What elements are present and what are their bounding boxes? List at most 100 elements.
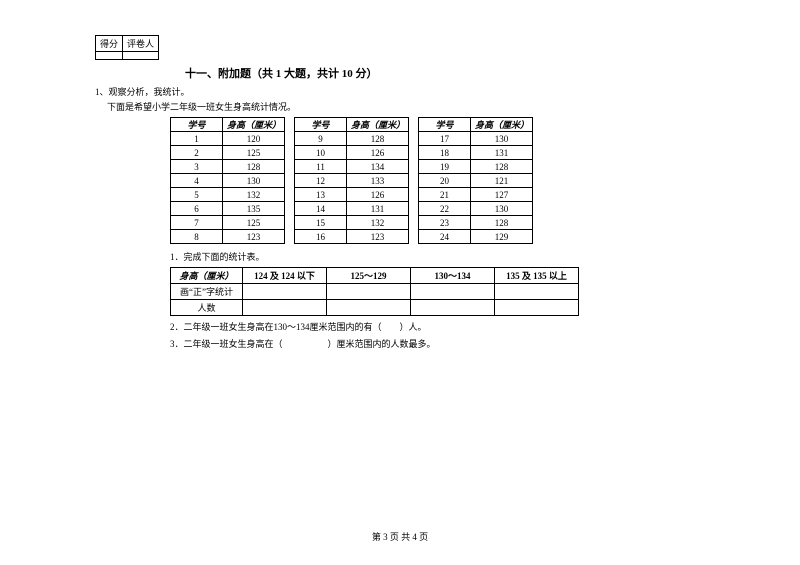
height-data-table: 学号 身高（厘米） 学号 身高（厘米） 学号 身高（厘米） 1 120 9 12…	[170, 117, 533, 244]
cell: 4	[171, 174, 223, 188]
stats-blank	[411, 300, 495, 316]
gap	[285, 174, 295, 188]
score-blank	[96, 52, 123, 60]
cell: 125	[223, 216, 285, 230]
cell: 8	[171, 230, 223, 244]
cell: 23	[419, 216, 471, 230]
cell: 128	[223, 160, 285, 174]
table-row: 3 128 11 134 19 128	[171, 160, 533, 174]
table-row: 6 135 14 131 22 130	[171, 202, 533, 216]
cell: 127	[471, 188, 533, 202]
table-row: 2 125 10 126 18 131	[171, 146, 533, 160]
gap	[409, 202, 419, 216]
gap	[285, 118, 295, 132]
stats-row-header: 身高（厘米） 124 及 124 以下 125～129 130～134 135 …	[171, 268, 579, 284]
question-1-sub: 下面是希望小学二年级一班女生身高统计情况。	[107, 100, 705, 113]
cell: 132	[347, 216, 409, 230]
table-header-row: 学号 身高（厘米） 学号 身高（厘米） 学号 身高（厘米）	[171, 118, 533, 132]
score-grader-box: 得分 评卷人	[95, 35, 159, 60]
cell: 129	[471, 230, 533, 244]
gap	[409, 216, 419, 230]
cell: 130	[471, 202, 533, 216]
stats-blank	[411, 284, 495, 300]
stats-h1: 124 及 124 以下	[243, 268, 327, 284]
cell: 134	[347, 160, 409, 174]
cell: 131	[347, 202, 409, 216]
header-h-b: 身高（厘米）	[347, 118, 409, 132]
cell: 130	[471, 132, 533, 146]
cell: 128	[471, 160, 533, 174]
gap	[409, 230, 419, 244]
cell: 18	[419, 146, 471, 160]
cell: 12	[295, 174, 347, 188]
gap	[285, 188, 295, 202]
stats-r3c0: 人数	[171, 300, 243, 316]
cell: 132	[223, 188, 285, 202]
gap	[285, 132, 295, 146]
stats-blank	[495, 284, 579, 300]
gap	[409, 188, 419, 202]
gap	[409, 118, 419, 132]
cell: 126	[347, 188, 409, 202]
cell: 131	[471, 146, 533, 160]
cell: 120	[223, 132, 285, 146]
table-row: 7 125 15 132 23 128	[171, 216, 533, 230]
cell: 17	[419, 132, 471, 146]
cell: 22	[419, 202, 471, 216]
cell: 121	[471, 174, 533, 188]
stats-table: 身高（厘米） 124 及 124 以下 125～129 130～134 135 …	[170, 267, 579, 316]
cell: 9	[295, 132, 347, 146]
cell: 130	[223, 174, 285, 188]
stats-r2c0: 画“正”字统计	[171, 284, 243, 300]
gap	[285, 146, 295, 160]
cell: 15	[295, 216, 347, 230]
table-row: 8 123 16 123 24 129	[171, 230, 533, 244]
cell: 20	[419, 174, 471, 188]
cell: 10	[295, 146, 347, 160]
gap	[409, 146, 419, 160]
cell: 135	[223, 202, 285, 216]
cell: 6	[171, 202, 223, 216]
grader-blank	[123, 52, 159, 60]
score-label: 得分	[96, 36, 123, 52]
question-1: 1、观察分析，我统计。	[95, 85, 705, 98]
gap	[285, 230, 295, 244]
stats-blank	[243, 300, 327, 316]
table-row: 4 130 12 133 20 121	[171, 174, 533, 188]
cell: 125	[223, 146, 285, 160]
stats-blank	[243, 284, 327, 300]
gap	[285, 160, 295, 174]
page-content: 得分 评卷人 十一、附加题（共 1 大题，共计 10 分） 1、观察分析，我统计…	[0, 0, 800, 350]
cell: 2	[171, 146, 223, 160]
cell: 7	[171, 216, 223, 230]
header-h-a: 身高（厘米）	[223, 118, 285, 132]
cell: 13	[295, 188, 347, 202]
stats-blank	[327, 284, 411, 300]
cell: 3	[171, 160, 223, 174]
cell: 123	[347, 230, 409, 244]
gap	[285, 202, 295, 216]
cell: 11	[295, 160, 347, 174]
sub-q3: 3．二年级一班女生身高在（ ）厘米范围内的人数最多。	[170, 337, 705, 350]
stats-h0: 身高（厘米）	[171, 268, 243, 284]
gap	[409, 132, 419, 146]
stats-blank	[495, 300, 579, 316]
stats-row-count: 人数	[171, 300, 579, 316]
stats-blank	[327, 300, 411, 316]
sub-q1: 1．完成下面的统计表。	[170, 250, 705, 263]
stats-h3: 130～134	[411, 268, 495, 284]
cell: 123	[223, 230, 285, 244]
cell: 21	[419, 188, 471, 202]
gap	[409, 160, 419, 174]
cell: 24	[419, 230, 471, 244]
table-row: 1 120 9 128 17 130	[171, 132, 533, 146]
cell: 128	[347, 132, 409, 146]
stats-row-tally: 画“正”字统计	[171, 284, 579, 300]
header-id-c: 学号	[419, 118, 471, 132]
gap	[409, 174, 419, 188]
cell: 133	[347, 174, 409, 188]
cell: 1	[171, 132, 223, 146]
header-id-b: 学号	[295, 118, 347, 132]
cell: 14	[295, 202, 347, 216]
gap	[285, 216, 295, 230]
